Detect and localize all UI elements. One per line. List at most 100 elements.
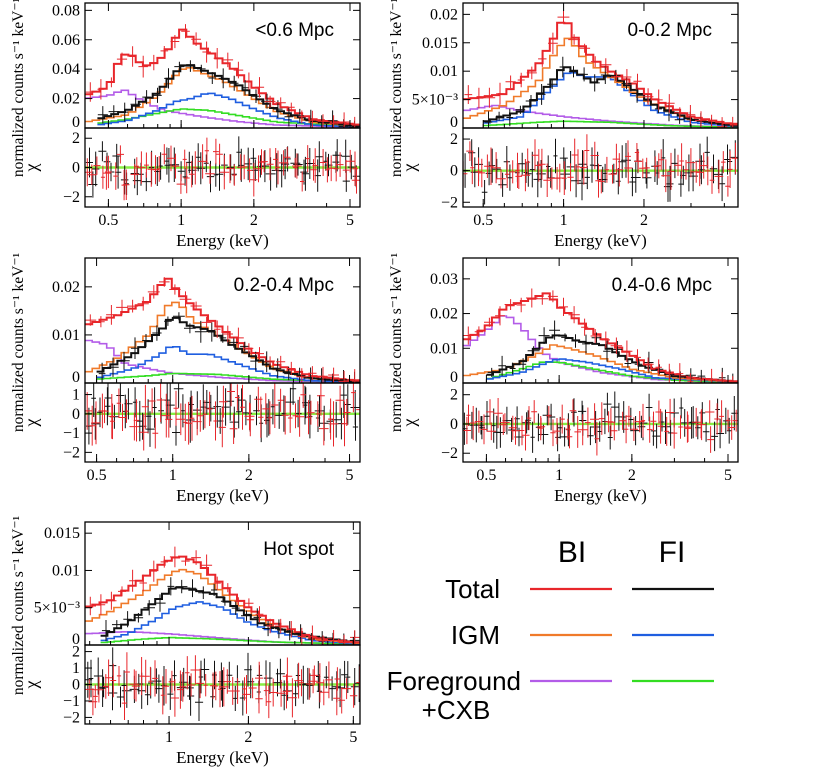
residual-tick-label: 2 [72, 644, 80, 661]
y-tick-label: 0.04 [52, 61, 80, 78]
y-tick-label: 0.01 [430, 340, 458, 357]
residual-tick-label: 0 [72, 160, 80, 177]
residual-tick-label: −2 [63, 189, 80, 206]
data-points-bi-total [85, 546, 360, 645]
residual-axis-label: χ [399, 419, 419, 428]
residual-tick-label: 0 [450, 416, 458, 433]
data-points-bi-total [85, 24, 359, 128]
x-tick-label: 0.5 [476, 467, 496, 484]
x-tick-label: 2 [640, 212, 648, 229]
y-tick-label: 0 [72, 114, 80, 131]
x-axis-label: Energy (keV) [554, 486, 647, 505]
residual-tick-label: 0 [72, 677, 80, 694]
legend-label-cxb: +CXB [422, 695, 491, 725]
x-tick-label: 1 [555, 467, 563, 484]
y-tick-label: 0.01 [430, 63, 458, 80]
y-tick-label: 0.02 [52, 279, 80, 296]
residual-points-bi-total [85, 383, 360, 451]
model-curve-bi-igm [85, 67, 360, 127]
data-points-fi-total [101, 577, 360, 645]
x-tick-label: 2 [244, 729, 252, 746]
residual-points-bi-total [85, 652, 360, 720]
x-axis-label: Energy (keV) [176, 486, 269, 505]
residual-points-bi-total [463, 398, 738, 456]
x-axis-label: Energy (keV) [176, 231, 269, 250]
residual-frame [462, 382, 739, 463]
legend-label-total: Total [445, 574, 500, 604]
y-tick-label: 0 [450, 114, 458, 131]
y-tick-label: 0.015 [422, 35, 458, 52]
x-tick-label: 5 [346, 212, 354, 229]
model-curve-fi-total [96, 316, 360, 383]
legend-col-fi: FI [659, 536, 686, 569]
x-tick-label: 2 [628, 467, 636, 484]
residual-tick-label: 2 [450, 131, 458, 148]
residual-axis-label: χ [21, 164, 41, 173]
model-curve-fi-fg [100, 636, 360, 645]
y-axis-label: normalized counts s⁻¹ keV⁻¹ [388, 0, 405, 177]
residual-tick-label: 2 [450, 387, 458, 404]
panel-title: Hot spot [263, 539, 334, 560]
data-points-bi-total [464, 10, 738, 128]
x-tick-label: 1 [560, 212, 568, 229]
data-points-fi-total [97, 60, 359, 128]
residual-points-bi-total [85, 137, 360, 201]
x-tick-label: 1 [169, 467, 177, 484]
model-curve-fi-igm [97, 92, 360, 128]
x-tick-label: 1 [165, 729, 173, 746]
y-tick-label: 0 [450, 369, 458, 386]
residual-tick-label: 0 [450, 163, 458, 180]
residual-tick-label: −2 [441, 445, 458, 462]
y-tick-label: 0.08 [52, 2, 80, 19]
data-points-bi-total [463, 288, 738, 383]
y-tick-label: 0 [72, 369, 80, 386]
x-tick-label: 1 [177, 212, 185, 229]
x-tick-label: 0.5 [473, 212, 493, 229]
residual-frame [462, 127, 739, 208]
y-tick-label: 0 [72, 631, 80, 648]
data-points-bi-total [85, 277, 360, 383]
panel-title: 0.2-0.4 Mpc [234, 275, 334, 296]
model-curve-fi-total [486, 334, 738, 383]
y-tick-label: 0.01 [52, 562, 80, 579]
panel-title: <0.6 Mpc [255, 20, 334, 41]
residual-tick-label: −2 [63, 709, 80, 726]
x-axis-label: Energy (keV) [176, 748, 269, 767]
y-tick-label: 0.015 [44, 525, 80, 542]
x-tick-label: 5 [346, 467, 354, 484]
model-curve-bi-total [85, 28, 360, 126]
legend: BI FI Total IGM Foreground +CXB [387, 536, 714, 725]
legend-col-bi: BI [558, 536, 586, 569]
y-tick-label: 0.02 [430, 6, 458, 23]
model-curve-bi-total [85, 555, 360, 644]
y-axis-label: normalized counts s⁻¹ keV⁻¹ [10, 515, 27, 695]
residual-tick-label: −1 [63, 693, 80, 710]
model-curve-fi-igm [96, 346, 360, 383]
y-tick-label: 5×10⁻³ [412, 92, 458, 109]
residual-tick-label: −2 [441, 194, 458, 211]
model-curve-bi-fg [463, 315, 738, 383]
model-curve-bi-igm [463, 37, 738, 127]
residual-tick-label: 1 [72, 660, 80, 677]
residual-axis-label: χ [21, 419, 41, 428]
model-curve-fi-fg [483, 120, 738, 128]
y-axis-label: normalized counts s⁻¹ keV⁻¹ [10, 252, 27, 432]
x-tick-label: 2 [245, 467, 253, 484]
panel-title: 0-0.2 Mpc [628, 20, 712, 41]
x-tick-label: 5 [349, 729, 357, 746]
x-tick-label: 0.5 [98, 212, 118, 229]
residual-tick-label: −2 [63, 444, 80, 461]
x-tick-label: 0.5 [87, 467, 107, 484]
model-curve-bi-total [85, 277, 360, 382]
x-axis-label: Energy (keV) [554, 231, 647, 250]
y-tick-label: 0.02 [430, 306, 458, 323]
x-tick-label: 2 [250, 212, 258, 229]
residual-tick-label: 0 [72, 406, 80, 423]
residual-frame [84, 382, 361, 463]
